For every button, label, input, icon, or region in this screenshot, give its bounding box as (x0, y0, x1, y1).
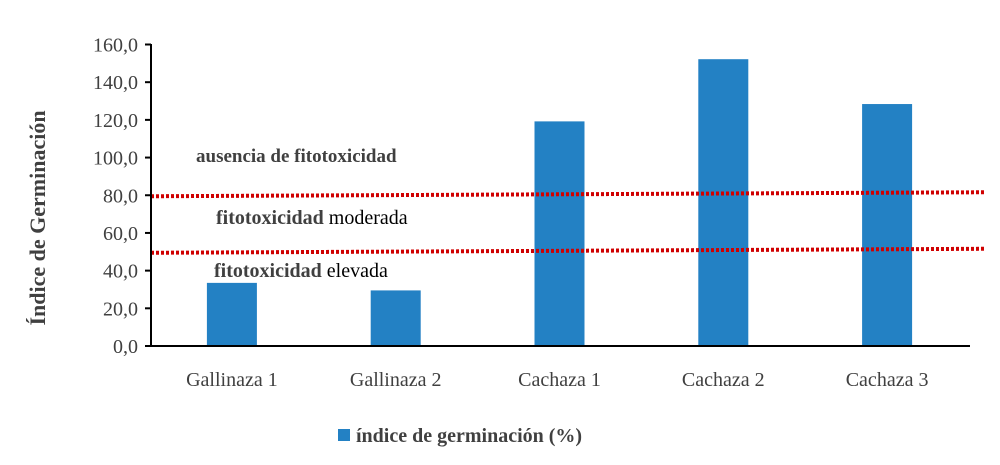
annotation-high: fitotoxicidad elevada (214, 260, 388, 282)
y-tick-label: 140,0 (93, 72, 138, 94)
y-tick-label: 0,0 (113, 336, 138, 358)
x-tick-label: Gallinaza 2 (350, 369, 442, 391)
reference-line-50 (150, 246, 986, 255)
annotation-absence: ausencia de fitotoxicidad (196, 146, 397, 167)
y-tick-label: 100,0 (93, 148, 138, 170)
legend: índice de germinación (%) (338, 425, 582, 447)
legend-label: índice de germinación (%) (356, 425, 582, 447)
bar-cachaza-1 (534, 121, 585, 346)
legend-swatch (338, 429, 350, 441)
y-tick-label: 120,0 (93, 110, 138, 132)
x-tick-label: Cachaza 1 (518, 369, 601, 391)
bar-gallinaza-2 (370, 290, 421, 346)
bar-cachaza-3 (862, 104, 913, 346)
y-tick-label: 40,0 (103, 261, 138, 283)
bar-cachaza-2 (698, 59, 749, 347)
reference-line-80 (150, 190, 986, 199)
y-tick-label: 160,0 (93, 35, 138, 57)
x-tick-label: Gallinaza 1 (186, 369, 278, 391)
y-axis-label: Índice de Germinación (25, 110, 50, 325)
y-tick-label: 60,0 (103, 223, 138, 245)
x-tick-label: Cachaza 3 (846, 369, 929, 391)
y-tick-label: 80,0 (103, 185, 138, 207)
annotation-moderate: fitotoxicidad moderada (216, 207, 408, 229)
x-tick-label: Cachaza 2 (682, 369, 765, 391)
y-tick-label: 20,0 (103, 298, 138, 320)
bar-gallinaza-1 (206, 282, 257, 346)
